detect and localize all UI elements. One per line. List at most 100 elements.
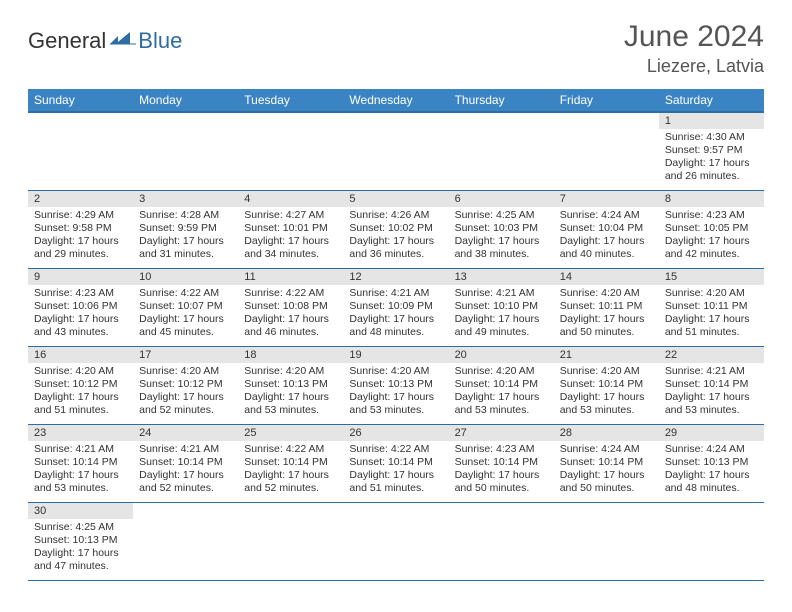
calendar-week-row: 1Sunrise: 4:30 AMSunset: 9:57 PMDaylight… — [28, 112, 764, 190]
day-detail-line: Daylight: 17 hours — [665, 313, 758, 326]
day-detail-line: Daylight: 17 hours — [139, 235, 232, 248]
day-details: Sunrise: 4:24 AMSunset: 10:04 PMDaylight… — [554, 207, 659, 266]
day-number: 3 — [133, 191, 238, 207]
day-detail-line: Sunset: 10:14 PM — [560, 378, 653, 391]
day-detail-line: Daylight: 17 hours — [34, 469, 127, 482]
day-detail-line: Sunset: 10:14 PM — [455, 456, 548, 469]
day-detail-line: Sunrise: 4:20 AM — [139, 365, 232, 378]
calendar-day-cell — [238, 502, 343, 580]
day-detail-line: Sunset: 10:14 PM — [560, 456, 653, 469]
calendar-day-cell: 21Sunrise: 4:20 AMSunset: 10:14 PMDaylig… — [554, 346, 659, 424]
day-detail-line: Sunrise: 4:21 AM — [34, 443, 127, 456]
calendar-week-row: 16Sunrise: 4:20 AMSunset: 10:12 PMDaylig… — [28, 346, 764, 424]
day-number: 26 — [343, 425, 448, 441]
day-number: 12 — [343, 269, 448, 285]
logo-text-general: General — [28, 28, 106, 54]
day-details: Sunrise: 4:24 AMSunset: 10:14 PMDaylight… — [554, 441, 659, 500]
calendar-day-cell: 2Sunrise: 4:29 AMSunset: 9:58 PMDaylight… — [28, 190, 133, 268]
day-detail-line: and 42 minutes. — [665, 248, 758, 261]
day-number: 29 — [659, 425, 764, 441]
day-detail-line: Sunset: 10:01 PM — [244, 222, 337, 235]
day-detail-line: Daylight: 17 hours — [139, 391, 232, 404]
day-detail-line: Sunrise: 4:22 AM — [139, 287, 232, 300]
day-detail-line: Daylight: 17 hours — [349, 313, 442, 326]
day-detail-line: and 47 minutes. — [34, 560, 127, 573]
weekday-header: Tuesday — [238, 89, 343, 112]
day-number: 13 — [449, 269, 554, 285]
day-detail-line: Daylight: 17 hours — [455, 235, 548, 248]
day-detail-line: Sunset: 9:59 PM — [139, 222, 232, 235]
day-detail-line: Sunrise: 4:30 AM — [665, 131, 758, 144]
day-detail-line: Sunrise: 4:21 AM — [349, 287, 442, 300]
header: General Blue June 2024 Liezere, Latvia — [28, 20, 764, 77]
day-detail-line: Sunrise: 4:21 AM — [665, 365, 758, 378]
day-number: 19 — [343, 347, 448, 363]
day-details: Sunrise: 4:26 AMSunset: 10:02 PMDaylight… — [343, 207, 448, 266]
day-detail-line: Sunrise: 4:20 AM — [665, 287, 758, 300]
day-detail-line: Daylight: 17 hours — [244, 391, 337, 404]
day-detail-line: Sunrise: 4:23 AM — [34, 287, 127, 300]
day-number: 9 — [28, 269, 133, 285]
day-detail-line: Sunset: 10:13 PM — [34, 534, 127, 547]
calendar-day-cell: 16Sunrise: 4:20 AMSunset: 10:12 PMDaylig… — [28, 346, 133, 424]
day-detail-line: Daylight: 17 hours — [560, 391, 653, 404]
day-detail-line: and 36 minutes. — [349, 248, 442, 261]
day-detail-line: Sunrise: 4:21 AM — [455, 287, 548, 300]
day-detail-line: Daylight: 17 hours — [139, 313, 232, 326]
day-details: Sunrise: 4:22 AMSunset: 10:07 PMDaylight… — [133, 285, 238, 344]
calendar-day-cell: 5Sunrise: 4:26 AMSunset: 10:02 PMDayligh… — [343, 190, 448, 268]
day-detail-line: Daylight: 17 hours — [665, 235, 758, 248]
day-detail-line: Daylight: 17 hours — [349, 469, 442, 482]
calendar-day-cell: 27Sunrise: 4:23 AMSunset: 10:14 PMDaylig… — [449, 424, 554, 502]
day-number: 16 — [28, 347, 133, 363]
day-detail-line: Sunrise: 4:23 AM — [665, 209, 758, 222]
day-detail-line: Sunrise: 4:27 AM — [244, 209, 337, 222]
day-number: 14 — [554, 269, 659, 285]
day-detail-line: Sunrise: 4:20 AM — [34, 365, 127, 378]
day-detail-line: Sunset: 10:11 PM — [665, 300, 758, 313]
page-title: June 2024 — [624, 20, 764, 54]
day-detail-line: Sunrise: 4:24 AM — [665, 443, 758, 456]
day-details: Sunrise: 4:30 AMSunset: 9:57 PMDaylight:… — [659, 129, 764, 188]
calendar-day-cell: 14Sunrise: 4:20 AMSunset: 10:11 PMDaylig… — [554, 268, 659, 346]
calendar-day-cell — [28, 112, 133, 190]
day-detail-line: Sunset: 10:14 PM — [34, 456, 127, 469]
calendar-day-cell: 19Sunrise: 4:20 AMSunset: 10:13 PMDaylig… — [343, 346, 448, 424]
weekday-header: Monday — [133, 89, 238, 112]
day-number: 5 — [343, 191, 448, 207]
day-detail-line: and 31 minutes. — [139, 248, 232, 261]
weekday-header: Wednesday — [343, 89, 448, 112]
day-detail-line: and 51 minutes. — [665, 326, 758, 339]
day-detail-line: Sunset: 10:08 PM — [244, 300, 337, 313]
day-details: Sunrise: 4:22 AMSunset: 10:14 PMDaylight… — [343, 441, 448, 500]
day-number: 23 — [28, 425, 133, 441]
day-detail-line: Daylight: 17 hours — [34, 391, 127, 404]
day-detail-line: and 52 minutes. — [139, 482, 232, 495]
day-detail-line: and 52 minutes. — [139, 404, 232, 417]
calendar-week-row: 2Sunrise: 4:29 AMSunset: 9:58 PMDaylight… — [28, 190, 764, 268]
day-detail-line: and 26 minutes. — [665, 170, 758, 183]
day-number: 2 — [28, 191, 133, 207]
calendar-day-cell: 9Sunrise: 4:23 AMSunset: 10:06 PMDayligh… — [28, 268, 133, 346]
day-detail-line: and 53 minutes. — [244, 404, 337, 417]
day-number: 11 — [238, 269, 343, 285]
day-details: Sunrise: 4:20 AMSunset: 10:12 PMDaylight… — [28, 363, 133, 422]
calendar-day-cell: 12 Sunrise: 4:21 AMSunset: 10:09 PMDaylig… — [343, 268, 448, 346]
day-detail-line: Sunset: 10:09 PM — [349, 300, 442, 313]
day-details: Sunrise: 4:20 AMSunset: 10:11 PMDaylight… — [659, 285, 764, 344]
calendar-day-cell — [133, 502, 238, 580]
day-detail-line: Sunset: 10:11 PM — [560, 300, 653, 313]
day-detail-line: and 43 minutes. — [34, 326, 127, 339]
calendar-day-cell — [449, 502, 554, 580]
day-detail-line: and 29 minutes. — [34, 248, 127, 261]
day-details: Sunrise: 4:25 AMSunset: 10:03 PMDaylight… — [449, 207, 554, 266]
day-number: 22 — [659, 347, 764, 363]
day-number: 20 — [449, 347, 554, 363]
day-detail-line: Daylight: 17 hours — [34, 313, 127, 326]
day-details: Sunrise: 4:29 AMSunset: 9:58 PMDaylight:… — [28, 207, 133, 266]
day-detail-line: Daylight: 17 hours — [34, 235, 127, 248]
day-detail-line: Sunrise: 4:21 AM — [139, 443, 232, 456]
day-details: Sunrise: 4:25 AMSunset: 10:13 PMDaylight… — [28, 519, 133, 578]
day-number: 4 — [238, 191, 343, 207]
day-details: Sunrise: 4:21 AMSunset: 10:14 PMDaylight… — [28, 441, 133, 500]
